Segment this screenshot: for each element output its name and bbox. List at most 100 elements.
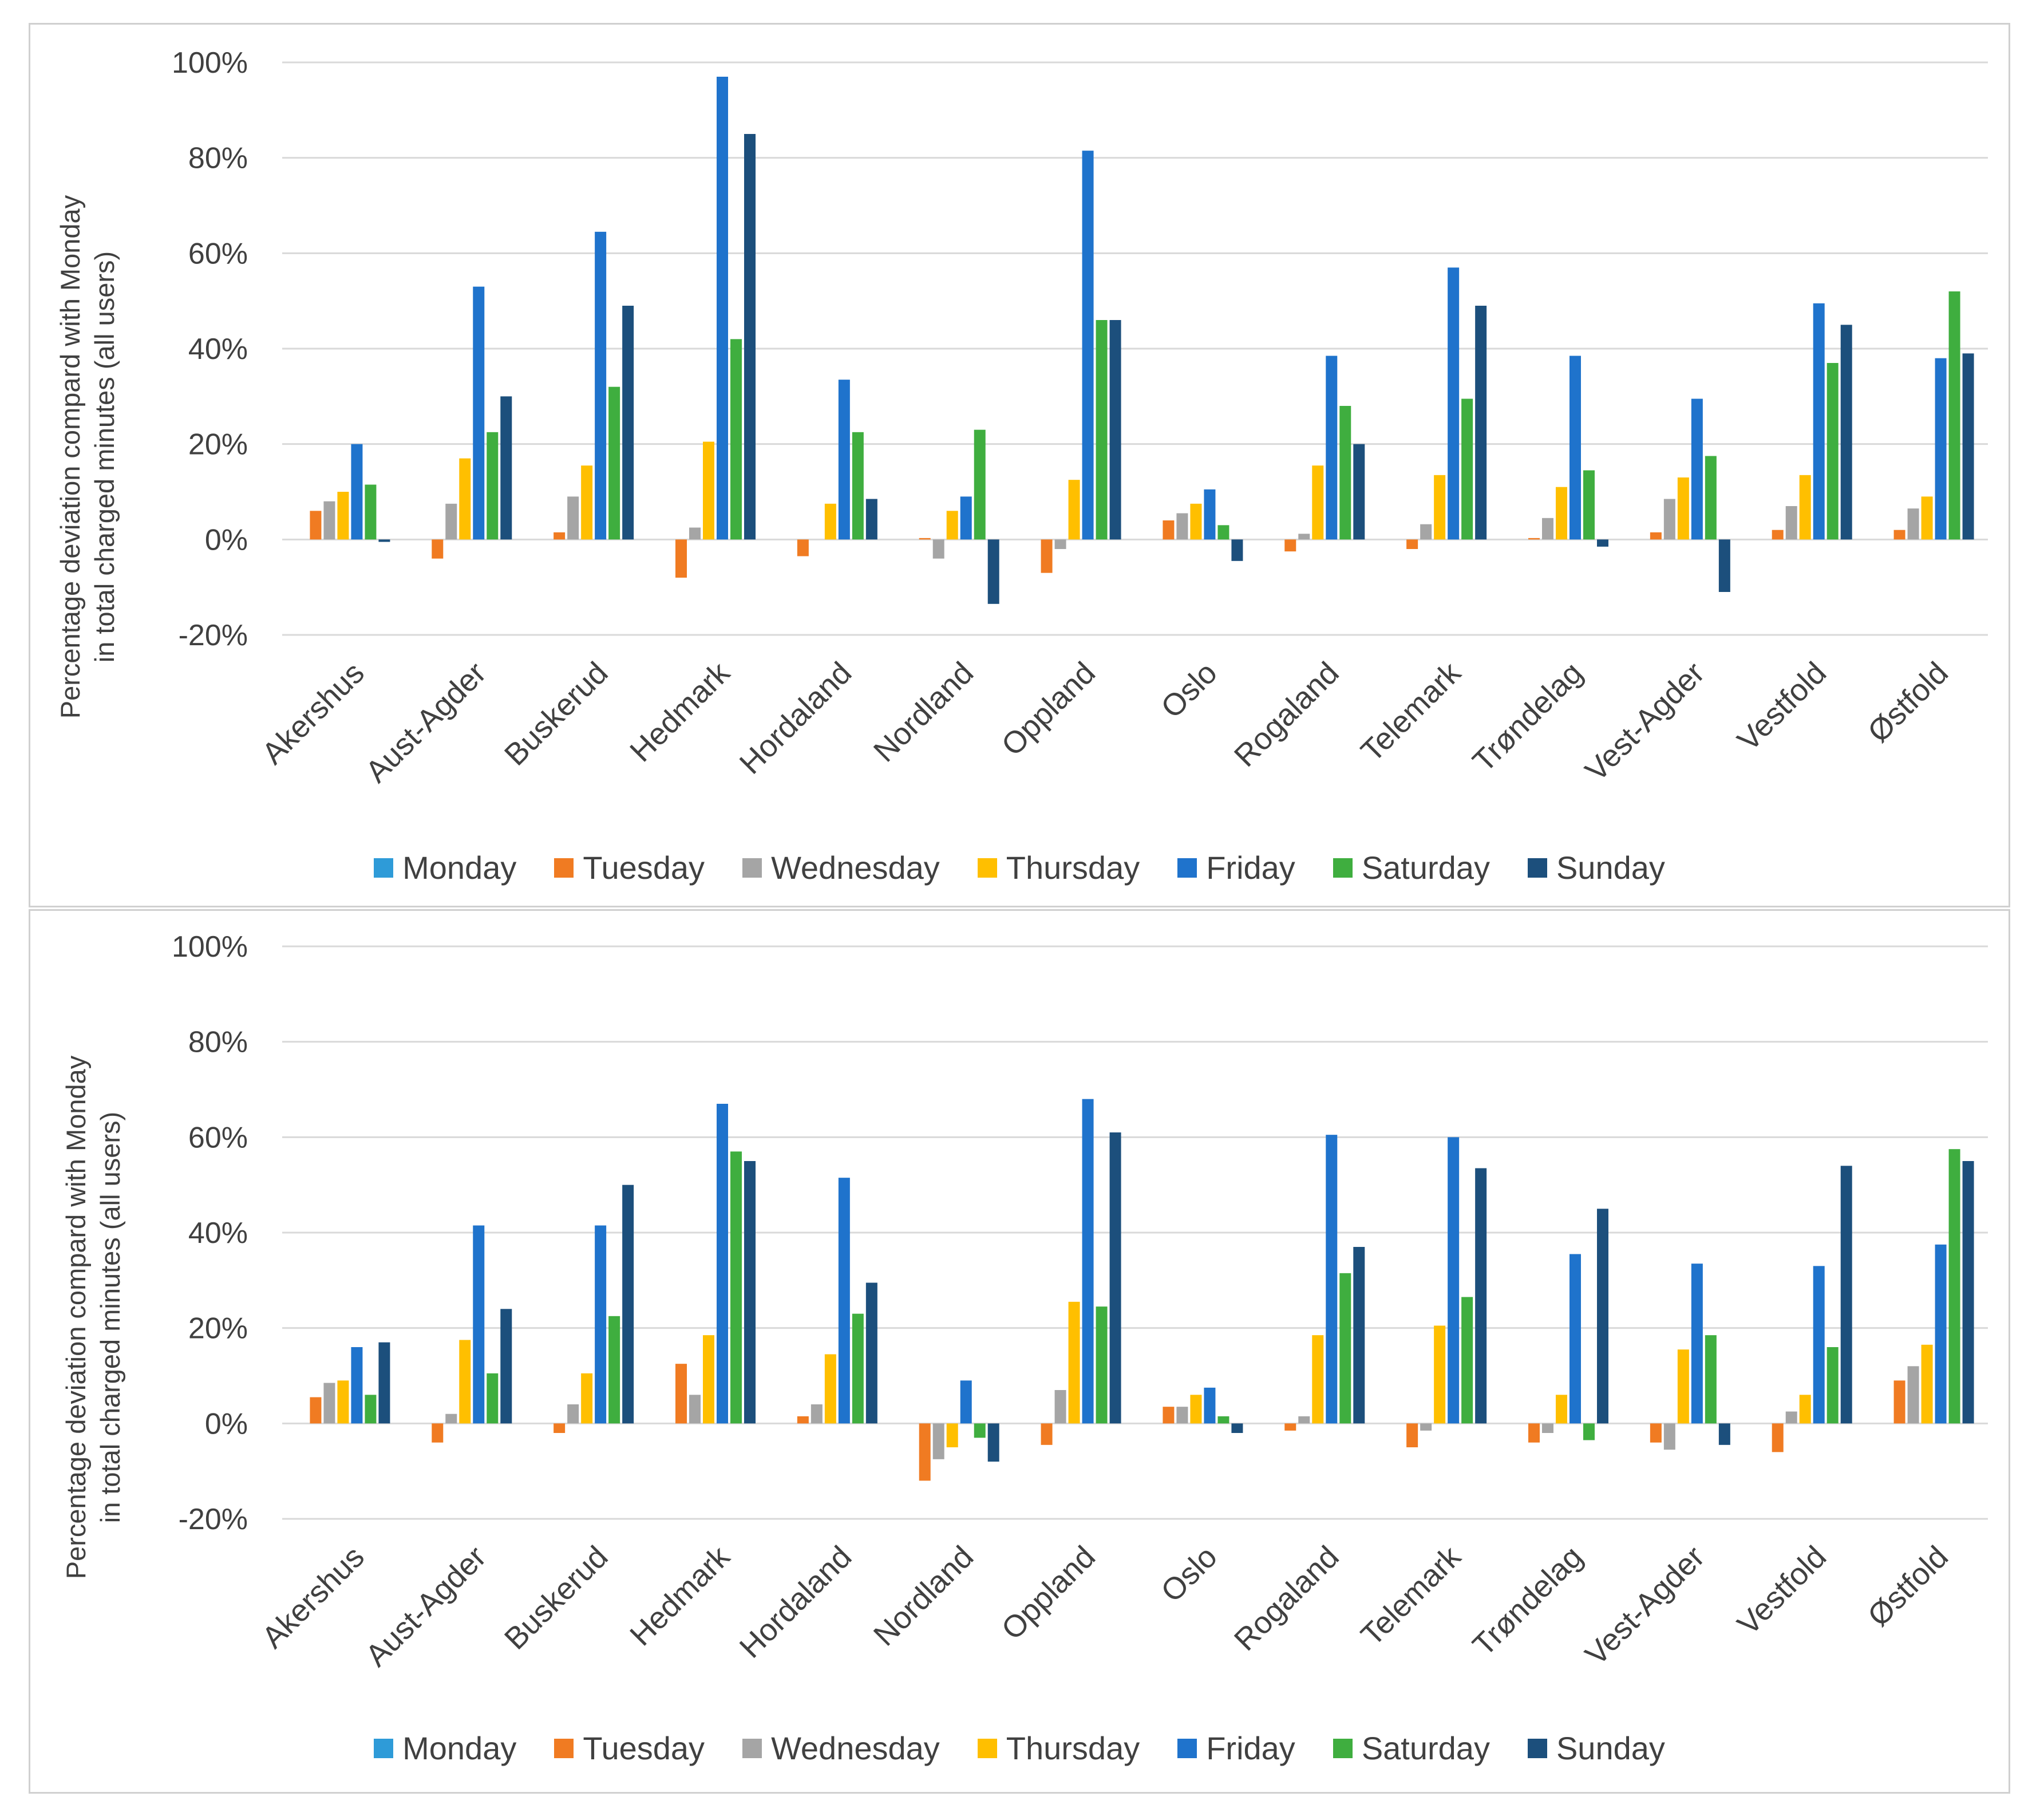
bar-saturday-11	[1705, 1335, 1717, 1424]
bar-sunday-2	[622, 1185, 634, 1424]
x-tick-label: Buskerud	[498, 1539, 615, 1656]
bar-saturday-12	[1826, 363, 1839, 540]
bar-saturday-13	[1948, 1149, 1960, 1424]
bar-tuesday-10	[1528, 538, 1540, 540]
bar-thursday-10	[1556, 1395, 1567, 1424]
x-tick-label: Buskerud	[498, 656, 615, 772]
x-tick-label: Vestfold	[1731, 656, 1833, 757]
bar-friday-5	[960, 1380, 972, 1424]
bar-thursday-3	[703, 1335, 714, 1424]
legend-item-wednesday: Wednesday	[742, 1730, 940, 1767]
bar-wednesday-6	[1054, 539, 1066, 549]
bar-friday-12	[1813, 1266, 1825, 1424]
bar-tuesday-10	[1528, 1423, 1540, 1443]
bar-saturday-11	[1705, 456, 1717, 540]
x-tick-label: Rogaland	[1228, 1539, 1346, 1657]
x-tick-label: Akershus	[255, 1539, 371, 1655]
bar-wednesday-10	[1542, 518, 1553, 540]
bar-wednesday-4	[811, 1404, 823, 1424]
legend-item-friday: Friday	[1177, 849, 1295, 886]
bar-thursday-4	[824, 1354, 836, 1424]
bar-friday-13	[1935, 358, 1947, 540]
x-tick-label: Hordaland	[733, 1539, 859, 1665]
bar-sunday-4	[865, 499, 877, 540]
y-tick-label: 40%	[188, 1217, 248, 1250]
bar-tuesday-4	[797, 1416, 809, 1424]
bar-saturday-0	[365, 484, 377, 540]
bar-friday-7	[1204, 1387, 1216, 1424]
x-tick-label: Nordland	[867, 1539, 980, 1652]
bar-friday-5	[960, 496, 972, 540]
legend-swatch	[1333, 858, 1353, 878]
bar-sunday-4	[865, 1282, 877, 1424]
bar-tuesday-9	[1406, 539, 1418, 549]
chart-panel-top: 100% 80% 60% 40% 20% 0% -20% Akershus Aust-Agder…	[29, 23, 2010, 907]
legend-item-thursday: Thursday	[977, 1730, 1140, 1767]
bar-thursday-9	[1434, 1325, 1446, 1424]
bar-sunday-8	[1353, 444, 1365, 540]
bar-friday-13	[1935, 1244, 1947, 1424]
bar-sunday-3	[744, 1161, 756, 1424]
x-tick-label: Vestfold	[1731, 1539, 1833, 1641]
y-tick-label: 80%	[188, 142, 248, 175]
bar-sunday-7	[1231, 539, 1243, 561]
bar-thursday-2	[581, 465, 593, 540]
bar-friday-11	[1691, 398, 1703, 540]
bar-saturday-12	[1826, 1347, 1839, 1424]
bar-wednesday-11	[1663, 499, 1675, 540]
legend-item-tuesday: Tuesday	[554, 1730, 705, 1767]
bar-friday-8	[1326, 1135, 1338, 1424]
bar-friday-3	[717, 77, 728, 540]
y-tick-label: 40%	[188, 333, 248, 366]
x-tick-label: Vest-Agder	[1579, 656, 1711, 788]
legend-item-tuesday: Tuesday	[554, 849, 705, 886]
legend-swatch	[374, 858, 394, 878]
bar-friday-9	[1448, 1137, 1460, 1424]
bar-wednesday-6	[1054, 1390, 1066, 1424]
bar-saturday-6	[1096, 1306, 1108, 1424]
bar-tuesday-6	[1041, 1423, 1053, 1445]
bar-friday-3	[717, 1104, 728, 1424]
y-tick-label: -20%	[179, 1503, 248, 1536]
x-tick-label: Trøndelag	[1466, 656, 1589, 779]
legend-swatch	[1177, 858, 1197, 878]
x-tick-label: Aust-Agder	[359, 1539, 492, 1673]
bar-thursday-6	[1068, 1301, 1080, 1424]
legend: Monday Tuesday Wednesday Thursday Friday…	[30, 849, 2009, 886]
y-tick-label: 0%	[205, 1407, 248, 1440]
bar-friday-0	[351, 444, 363, 540]
bar-saturday-1	[487, 1373, 499, 1424]
x-tick-label: Telemark	[1354, 655, 1468, 768]
bar-thursday-0	[337, 1380, 349, 1424]
bar-tuesday-8	[1284, 539, 1296, 552]
bar-saturday-0	[365, 1395, 377, 1424]
bar-thursday-13	[1921, 496, 1933, 540]
bar-wednesday-8	[1298, 534, 1310, 540]
chart-top: 100% 80% 60% 40% 20% 0% -20%AkershusAust-Agder…	[172, 46, 1988, 789]
bar-saturday-2	[608, 386, 620, 540]
bar-sunday-11	[1718, 1423, 1730, 1445]
legend-swatch	[554, 858, 574, 878]
bar-thursday-12	[1799, 475, 1811, 540]
bar-tuesday-13	[1893, 530, 1905, 540]
bar-friday-11	[1691, 1264, 1703, 1424]
bar-sunday-10	[1597, 1209, 1608, 1424]
bar-wednesday-2	[567, 496, 579, 540]
bar-tuesday-7	[1163, 1407, 1175, 1424]
y-tick-label: 20%	[188, 1312, 248, 1345]
bar-tuesday-1	[432, 1423, 444, 1443]
bar-sunday-7	[1231, 1423, 1243, 1433]
bar-thursday-3	[703, 441, 714, 540]
bar-tuesday-9	[1406, 1423, 1418, 1447]
legend-swatch	[374, 1738, 394, 1758]
legend-swatch	[977, 1738, 997, 1758]
legend-swatch	[977, 858, 997, 878]
bar-thursday-7	[1190, 1395, 1202, 1424]
bar-saturday-5	[974, 1423, 986, 1438]
bar-saturday-8	[1339, 406, 1351, 540]
bar-saturday-2	[608, 1316, 620, 1424]
bar-saturday-9	[1461, 398, 1473, 540]
legend-item-monday: Monday	[374, 1730, 516, 1767]
bar-wednesday-10	[1542, 1423, 1553, 1433]
y-tick-label: 0%	[205, 523, 248, 556]
